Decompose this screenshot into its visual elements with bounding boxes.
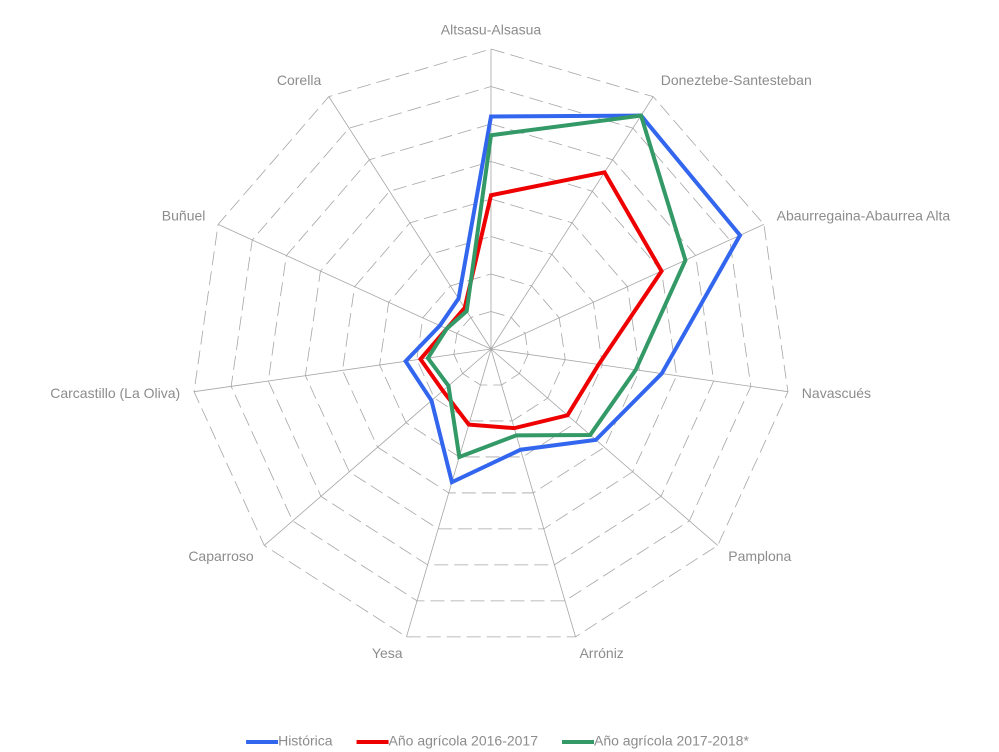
category-label: Corella <box>277 72 322 88</box>
series-line <box>425 113 688 460</box>
grid-ring <box>453 311 529 386</box>
legend-item: Año agrícola 2016-2017 <box>356 733 539 749</box>
legend-label: Histórica <box>278 733 333 749</box>
category-label: Buñuel <box>162 208 206 224</box>
grid-ring <box>379 236 603 458</box>
series-line <box>403 113 743 485</box>
legend-label: Año agrícola 2017-2018* <box>594 733 749 749</box>
grid-ring <box>230 86 752 602</box>
legend-item: Año agrícola 2017-2018* <box>562 733 749 749</box>
category-label: Carcastillo (La Oliva) <box>50 385 180 401</box>
grid-ring <box>342 198 640 494</box>
spoke <box>193 348 492 393</box>
category-label: Arróniz <box>579 645 623 661</box>
category-label: Doneztebe-Santesteban <box>661 72 812 88</box>
grid-ring <box>304 161 678 530</box>
legend-label: Año agrícola 2016-2017 <box>389 733 539 749</box>
grid-ring <box>193 48 789 638</box>
spoke <box>264 348 492 546</box>
spoke <box>490 224 765 350</box>
spoke <box>490 348 789 393</box>
category-label: Abaurregaina-Abaurrea Alta <box>777 208 951 224</box>
category-label: Yesa <box>372 645 403 661</box>
category-label: Navascués <box>802 385 871 401</box>
spoke <box>406 348 492 637</box>
spoke <box>490 348 718 546</box>
category-label: Altsasu-Alsasua <box>441 22 542 38</box>
category-label: Caparroso <box>188 548 254 564</box>
spoke <box>490 348 576 637</box>
legend-item: Histórica <box>246 733 333 749</box>
grid-ring <box>416 273 566 422</box>
spoke <box>490 96 654 350</box>
category-label: Pamplona <box>728 548 791 564</box>
grid-ring <box>267 123 715 566</box>
